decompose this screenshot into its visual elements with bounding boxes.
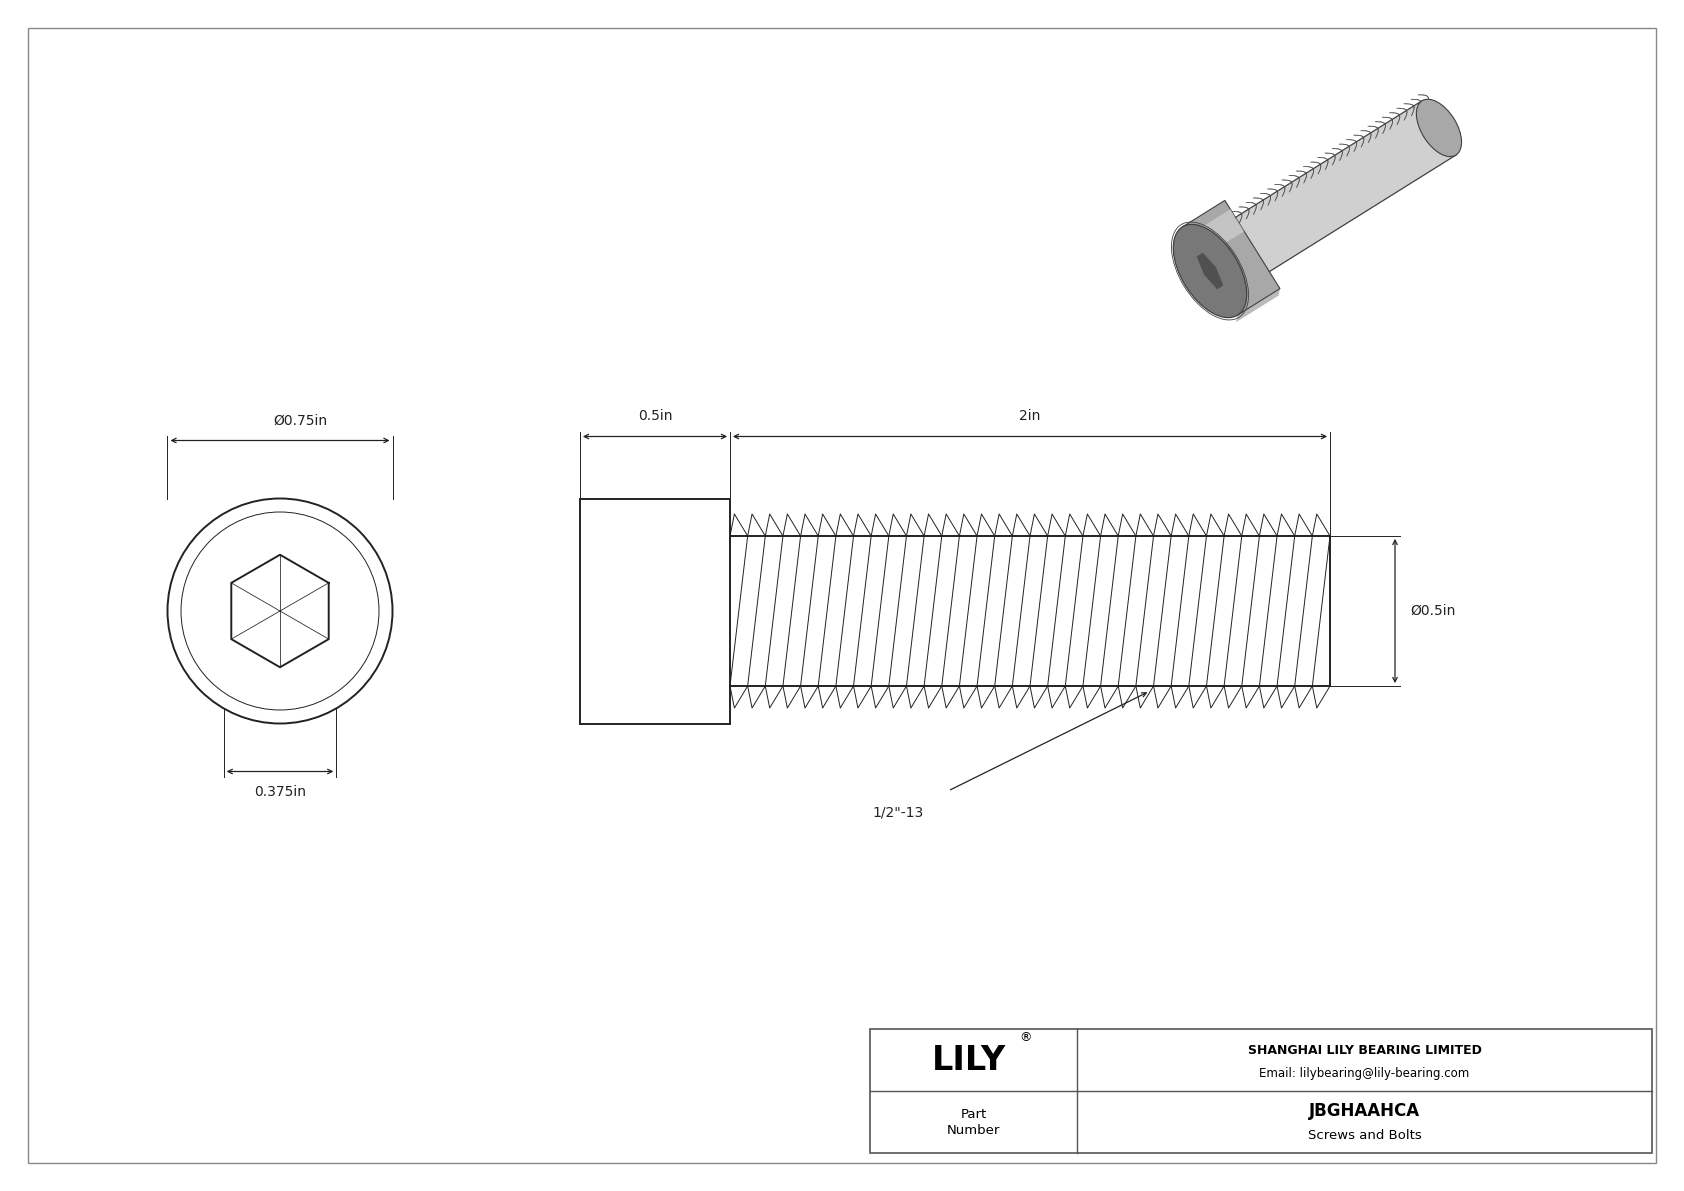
- Ellipse shape: [1174, 224, 1246, 318]
- Text: ®: ®: [1019, 1031, 1032, 1045]
- Polygon shape: [1187, 210, 1244, 257]
- Circle shape: [180, 512, 379, 710]
- Polygon shape: [1236, 288, 1280, 322]
- Text: 2in: 2in: [1019, 410, 1041, 424]
- Text: 1/2"-13: 1/2"-13: [872, 806, 923, 819]
- Text: Email: lilybearing@lily-bearing.com: Email: lilybearing@lily-bearing.com: [1260, 1067, 1470, 1080]
- Text: Ø0.75in: Ø0.75in: [273, 413, 327, 428]
- Polygon shape: [1236, 101, 1457, 272]
- Circle shape: [167, 499, 392, 723]
- Text: 0.375in: 0.375in: [254, 786, 306, 799]
- Bar: [579, 499, 729, 723]
- Text: SHANGHAI LILY BEARING LIMITED: SHANGHAI LILY BEARING LIMITED: [1248, 1045, 1482, 1058]
- Text: Ø0.5in: Ø0.5in: [1410, 604, 1455, 618]
- Text: JBGHAAHCA: JBGHAAHCA: [1308, 1102, 1420, 1120]
- Bar: [871, 1029, 1652, 1153]
- Text: Screws and Bolts: Screws and Bolts: [1308, 1129, 1421, 1142]
- Polygon shape: [1197, 254, 1223, 288]
- Ellipse shape: [1416, 99, 1462, 157]
- Text: 0.5in: 0.5in: [638, 410, 672, 424]
- Text: LILY: LILY: [931, 1043, 1005, 1077]
- Polygon shape: [1182, 200, 1280, 316]
- Text: Part
Number: Part Number: [946, 1108, 1000, 1136]
